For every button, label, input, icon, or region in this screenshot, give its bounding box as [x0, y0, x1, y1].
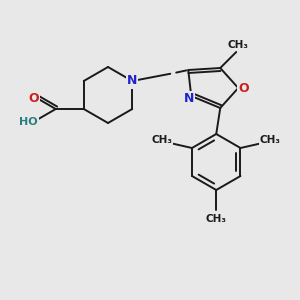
Text: HO: HO: [20, 117, 38, 127]
Text: CH₃: CH₃: [260, 135, 281, 145]
Text: N: N: [127, 74, 137, 88]
Text: O: O: [238, 82, 249, 94]
Text: CH₃: CH₃: [228, 40, 249, 50]
Text: N: N: [184, 92, 194, 104]
Text: CH₃: CH₃: [152, 135, 172, 145]
Text: CH₃: CH₃: [206, 214, 227, 224]
Text: O: O: [28, 92, 39, 105]
